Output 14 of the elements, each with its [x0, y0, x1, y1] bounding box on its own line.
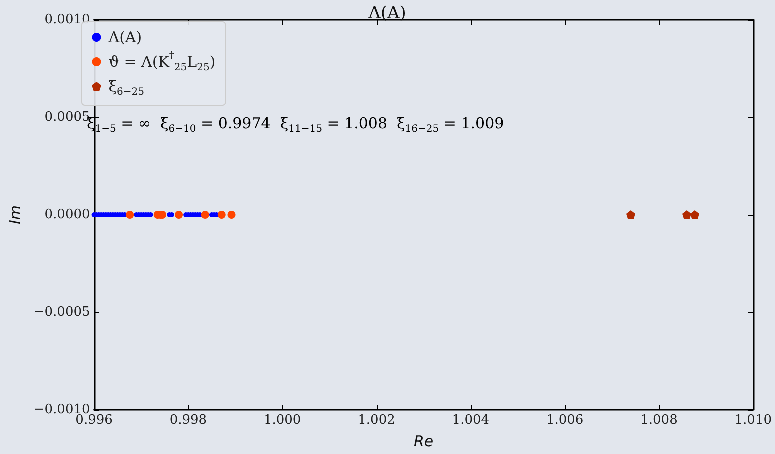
- x-tick-label: 1.008: [640, 413, 678, 428]
- x-tick-label: 1.010: [734, 413, 772, 428]
- chart-title: Λ(A): [368, 4, 406, 24]
- y-axis-title: Im: [6, 205, 24, 225]
- x-tick-label: 0.998: [170, 413, 208, 428]
- x-tick-label: 1.002: [358, 413, 396, 428]
- x-tick-label: 1.006: [546, 413, 584, 428]
- legend-label: Λ(A): [108, 28, 142, 46]
- x-tick-label: 1.000: [264, 413, 302, 428]
- y-tick-label: −0.0005: [34, 305, 90, 320]
- y-tick-label: 0.0000: [44, 208, 90, 222]
- x-tick-label: 1.004: [452, 413, 490, 428]
- x-axis-title: Re: [414, 432, 434, 450]
- y-tick-label: 0.0010: [44, 12, 90, 28]
